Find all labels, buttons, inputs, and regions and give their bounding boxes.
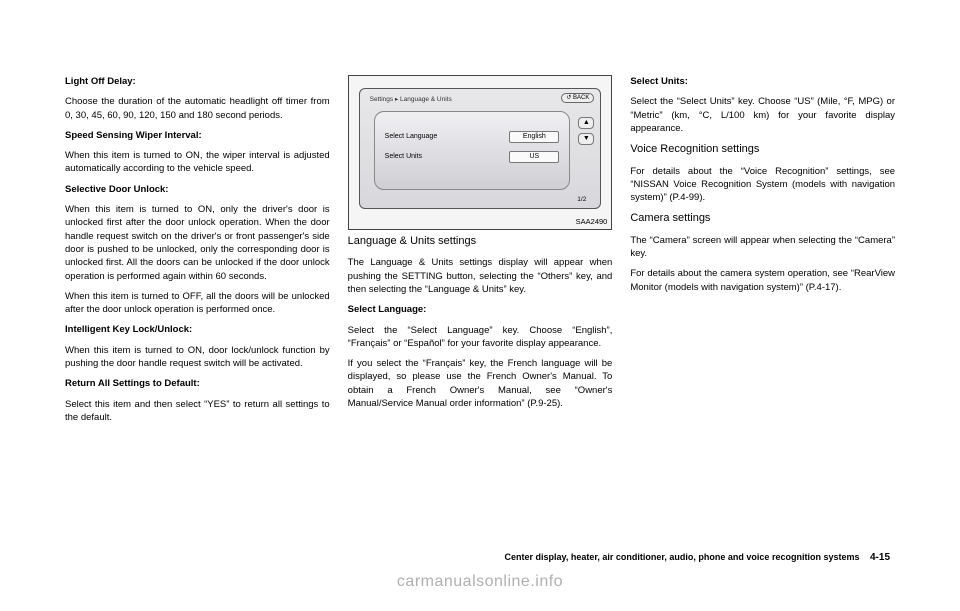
heading-select-units: Select Units: (630, 75, 895, 88)
page-number: 4-15 (870, 552, 890, 563)
row-value: US (509, 151, 559, 163)
para: When this item is turned to ON, the wipe… (65, 149, 330, 176)
heading-voice-recognition: Voice Recognition settings (630, 142, 895, 157)
para: Choose the duration of the automatic hea… (65, 95, 330, 122)
para: The Language & Units settings display wi… (348, 256, 613, 296)
para: Select the “Select Language” key. Choose… (348, 324, 613, 351)
heading-camera-settings: Camera settings (630, 211, 895, 226)
watermark: carmanualsonline.info (0, 573, 960, 591)
page-indicator: 1/2 (577, 195, 586, 204)
para: Select this item and then select “YES” t… (65, 398, 330, 425)
column-2: Settings ▸ Language & Units ↺ BACK Selec… (348, 75, 613, 571)
para: Select the “Select Units” key. Choose “U… (630, 95, 895, 135)
column-3: Select Units: Select the “Select Units” … (630, 75, 895, 571)
para: When this item is turned to OFF, all the… (65, 290, 330, 317)
para: For details about the “Voice Recognition… (630, 165, 895, 205)
figure-id: SAA2490 (576, 217, 608, 228)
page-content: Light Off Delay: Choose the duration of … (65, 75, 895, 571)
heading-selective-door-unlock: Selective Door Unlock: (65, 183, 330, 196)
column-1: Light Off Delay: Choose the duration of … (65, 75, 330, 571)
settings-panel: Select Language English Select Units US (374, 111, 571, 190)
row-select-language[interactable]: Select Language English (385, 130, 560, 144)
heading-return-defaults: Return All Settings to Default: (65, 377, 330, 390)
heading-speed-sensing-wiper: Speed Sensing Wiper Interval: (65, 129, 330, 142)
para: For details about the camera system oper… (630, 267, 895, 294)
para: When this item is turned to ON, door loc… (65, 344, 330, 371)
scroll-down-icon[interactable]: ▼ (578, 133, 594, 145)
heading-intelligent-key: Intelligent Key Lock/Unlock: (65, 323, 330, 336)
heading-light-off-delay: Light Off Delay: (65, 75, 330, 88)
para: When this item is turned to ON, only the… (65, 203, 330, 283)
heading-select-language: Select Language: (348, 303, 613, 316)
heading-language-units-settings: Language & Units settings (348, 234, 613, 249)
row-select-units[interactable]: Select Units US (385, 150, 560, 164)
para: The “Camera” screen will appear when sel… (630, 234, 895, 261)
row-label: Select Language (385, 132, 438, 142)
screen-frame: Settings ▸ Language & Units ↺ BACK Selec… (359, 88, 602, 209)
row-value: English (509, 131, 559, 143)
back-button[interactable]: ↺ BACK (561, 93, 594, 103)
para: If you select the “Français” key, the Fr… (348, 357, 613, 410)
footer-text: Center display, heater, air conditioner,… (505, 552, 860, 562)
row-label: Select Units (385, 152, 422, 162)
scroll-up-icon[interactable]: ▲ (578, 117, 594, 129)
page-footer: Center display, heater, air conditioner,… (505, 552, 890, 563)
figure-language-units-screen: Settings ▸ Language & Units ↺ BACK Selec… (348, 75, 613, 230)
breadcrumb: Settings ▸ Language & Units (370, 95, 452, 104)
